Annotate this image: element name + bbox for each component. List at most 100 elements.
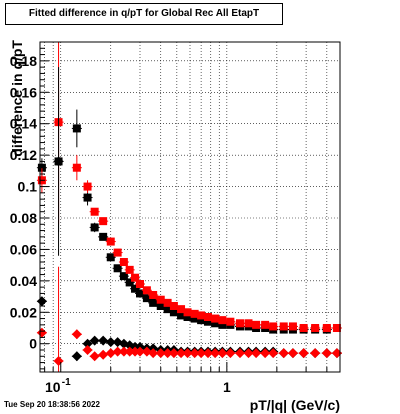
data-point-square bbox=[119, 258, 128, 266]
data-point-square bbox=[299, 324, 308, 332]
data-point-diamond bbox=[331, 348, 342, 359]
data-point-square bbox=[83, 193, 92, 202]
y-tick-label: 0.02 bbox=[10, 304, 37, 320]
data-point-diamond bbox=[98, 349, 109, 360]
data-point-diamond bbox=[89, 335, 100, 346]
data-point-square bbox=[142, 286, 151, 295]
data-point-square bbox=[261, 320, 270, 329]
data-point-diamond bbox=[71, 351, 82, 362]
data-point-square bbox=[83, 182, 92, 191]
data-point-square bbox=[169, 308, 178, 317]
data-point-diamond bbox=[217, 348, 228, 359]
data-point-square bbox=[236, 319, 244, 328]
data-point-square bbox=[125, 265, 134, 274]
data-point-square bbox=[72, 124, 81, 133]
data-point-diamond bbox=[321, 348, 332, 359]
x-tick-label: 10 bbox=[45, 379, 61, 395]
data-point-diamond bbox=[105, 337, 116, 348]
data-point-diamond bbox=[189, 348, 200, 359]
data-point-square bbox=[106, 253, 115, 262]
data-point-square bbox=[163, 305, 172, 314]
data-point-square bbox=[72, 163, 81, 172]
grid-lines bbox=[40, 42, 340, 372]
data-point-diamond bbox=[287, 348, 298, 359]
data-point-square bbox=[190, 309, 199, 318]
data-point-square bbox=[322, 324, 331, 332]
data-point-diamond bbox=[155, 348, 166, 359]
data-point-square bbox=[90, 223, 99, 232]
data-point-diamond bbox=[53, 156, 64, 167]
data-point-square bbox=[169, 302, 178, 310]
data-point-square bbox=[90, 207, 99, 216]
data-point-square bbox=[183, 313, 192, 321]
y-axis-title: difference in q/pT bbox=[9, 40, 25, 157]
axis-labels: 0 0.02 0.04 0.06 0.08 0.1 0.12 0.14 0.16 0.18 10 -1… bbox=[10, 53, 231, 395]
data-point-square bbox=[211, 319, 220, 328]
data-point-square bbox=[244, 319, 253, 328]
data-point-square bbox=[119, 272, 128, 281]
data-point-square bbox=[226, 317, 235, 326]
data-point-square bbox=[190, 314, 199, 323]
data-point-square bbox=[163, 298, 172, 307]
data-point-square bbox=[218, 320, 227, 329]
data-point-diamond bbox=[310, 348, 321, 359]
data-point-diamond bbox=[135, 346, 145, 357]
timestamp: Tue Sep 20 18:38:56 2022 bbox=[4, 400, 100, 409]
data-point-diamond bbox=[53, 356, 64, 366]
data-point-square bbox=[218, 316, 227, 325]
data-point-diamond bbox=[251, 348, 262, 359]
data-point-square bbox=[136, 280, 144, 288]
data-point-square bbox=[197, 316, 206, 325]
data-point-square bbox=[106, 237, 115, 246]
x-tick-label: 1 bbox=[223, 379, 231, 395]
data-point-square bbox=[156, 302, 165, 310]
data-point-diamond bbox=[202, 348, 213, 359]
data-point-diamond bbox=[89, 351, 100, 362]
data-point-diamond bbox=[182, 348, 193, 359]
y-tick-label: 0.06 bbox=[10, 241, 37, 257]
data-point-diamond bbox=[176, 348, 187, 359]
data-point-diamond bbox=[124, 346, 135, 357]
data-point-diamond bbox=[210, 348, 221, 359]
series-2 bbox=[36, 42, 342, 332]
data-point-square bbox=[99, 217, 108, 226]
data-point-square bbox=[203, 313, 212, 321]
data-point-diamond bbox=[196, 348, 207, 359]
y-tick-label: 0.16 bbox=[10, 84, 37, 100]
data-point-square bbox=[311, 324, 320, 332]
data-point-square bbox=[211, 314, 220, 323]
data-point-square bbox=[131, 273, 140, 282]
data-point-diamond bbox=[225, 348, 236, 359]
data-point-square bbox=[99, 232, 108, 241]
data-point-diamond bbox=[82, 345, 93, 355]
data-point-square bbox=[279, 322, 288, 331]
data-point-square bbox=[183, 308, 192, 317]
data-point-diamond bbox=[168, 348, 179, 359]
data-point-diamond bbox=[36, 296, 47, 307]
data-point-diamond bbox=[268, 348, 279, 359]
data-point-diamond bbox=[71, 329, 82, 340]
data-point-square bbox=[197, 311, 206, 320]
data-point-square bbox=[131, 284, 140, 293]
data-point-diamond bbox=[82, 338, 93, 349]
data-point-diamond bbox=[98, 335, 109, 346]
data-point-square bbox=[288, 322, 297, 331]
data-point-diamond bbox=[260, 348, 271, 359]
y-tick-label: 0.12 bbox=[10, 147, 37, 163]
axis-ticks bbox=[40, 47, 328, 372]
data-point-diamond bbox=[105, 348, 116, 359]
series-4 bbox=[36, 266, 342, 372]
data-point-diamond bbox=[298, 348, 309, 359]
data-point-square bbox=[177, 311, 186, 320]
y-tick-label: 0.08 bbox=[10, 210, 37, 226]
data-point-diamond bbox=[112, 346, 123, 357]
data-point-square bbox=[149, 291, 158, 299]
data-point-square bbox=[113, 264, 122, 273]
data-point-diamond bbox=[162, 348, 173, 359]
data-point-square bbox=[142, 294, 151, 303]
y-tick-label: 0.04 bbox=[10, 273, 37, 289]
data-point-diamond bbox=[36, 327, 47, 338]
data-point-square bbox=[177, 305, 186, 314]
data-point-diamond bbox=[243, 348, 254, 359]
